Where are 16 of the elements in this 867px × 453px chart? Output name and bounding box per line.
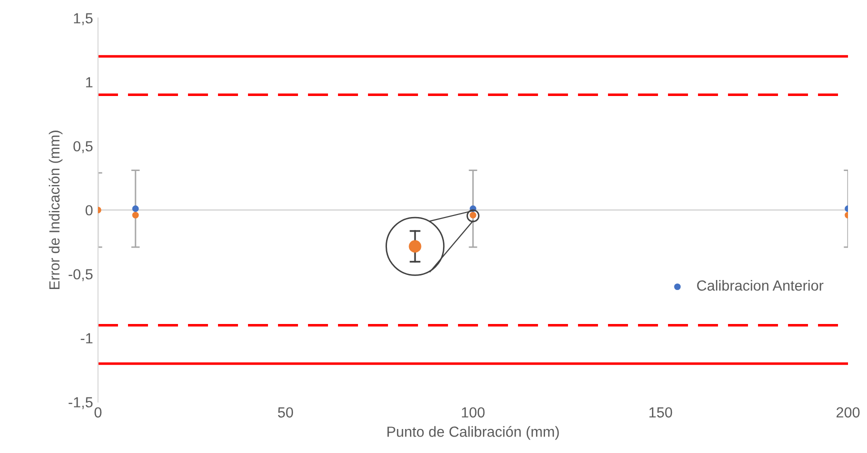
y-tick-label: 1 [86, 77, 92, 88]
y-axis-title: Error de Indicación (mm) [48, 130, 62, 290]
x-tick-label: 50 [278, 407, 294, 418]
x-tick-label: 200 [836, 407, 860, 418]
x-axis-title: Punto de Calibración (mm) [387, 426, 559, 440]
x-tick-label: 150 [649, 407, 672, 418]
y-tick-label: 1,5 [74, 13, 93, 26]
x-tick-label: 0 [94, 407, 102, 418]
y-tick-label: -0,5 [68, 269, 93, 282]
x-tick-label: 100 [462, 407, 485, 418]
y-tick-label: 0,5 [73, 141, 93, 154]
y-tick-label: 0 [86, 205, 93, 216]
y-tick-label: -1,5 [68, 397, 93, 410]
y-tick-label: -1 [80, 333, 92, 344]
legend-label: Calibracion Anterior [697, 280, 824, 291]
point [132, 205, 139, 212]
